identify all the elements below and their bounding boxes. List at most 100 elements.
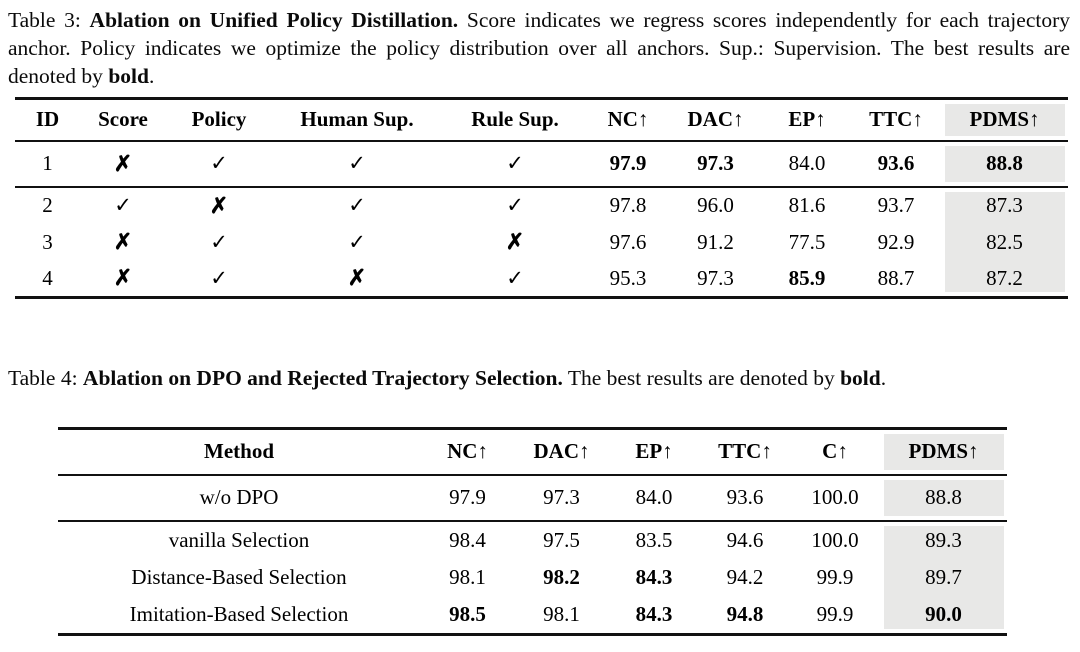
table4-caption-title: Ablation on DPO and Rejected Trajectory … [82,366,563,390]
table3-cell-pdms: 82.5 [941,223,1068,261]
table4-row: vanilla Selection 98.4 97.5 83.5 94.6 10… [58,520,1007,559]
table3-cell-ep: 84.0 [788,151,826,175]
cross-icon: ✗ [113,265,133,291]
check-icon: ✓ [506,265,524,290]
table4-row: w/o DPO 97.9 97.3 84.0 93.6 100.0 88.8 [58,474,1007,521]
table3-cell-dac: 91.2 [697,229,734,254]
table4-cell-pdms: 90.0 [880,596,1007,635]
table4-cell-dac: 97.3 [543,485,580,509]
table3-cell-nc: 95.3 [609,265,647,290]
table4-cell-method: vanilla Selection [168,527,310,552]
cross-icon: ✗ [347,265,367,291]
table3-caption-label: Table 3: [8,8,81,32]
table3-caption-body: Score indicates we regress scores indepe… [8,8,1071,88]
check-icon: ✓ [210,265,228,290]
table4-cell-method: Imitation-Based Selection [129,602,349,627]
table3: ID Score Policy Human Sup. Rule Sup. NC↑… [15,97,1068,299]
table3-cell-ttc: 88.7 [877,265,915,290]
table3-cell-ep: 85.9 [788,265,826,290]
table4-header-nc: NC↑ [447,439,488,464]
table4-header-method: Method [204,439,274,464]
table4-cell-pdms: 89.7 [880,558,1007,597]
table3-cell-ep: 81.6 [788,193,826,217]
table4-header-c: C↑ [822,439,848,464]
table4-cell-ttc: 94.8 [726,602,764,627]
table4-header-pdms: PDMS↑ [880,428,1007,475]
table3-header-id: ID [35,107,60,132]
table3-row: 4 ✗ ✓ ✗ ✓ 95.3 97.3 85.9 88.7 87.2 [15,260,1068,298]
check-icon: ✓ [348,229,366,254]
table4-cell-ttc: 94.6 [726,527,764,552]
table4-cell-ttc: 94.2 [726,565,764,589]
table4-row: Imitation-Based Selection 98.5 98.1 84.3… [58,596,1007,635]
table3-cell-pdms: 88.8 [941,140,1068,187]
cross-icon: ✗ [113,229,133,254]
table3-cell-id: 3 [42,229,53,254]
table4-cell-c: 99.9 [816,565,854,589]
cross-icon: ✗ [113,150,133,176]
table4-cell-ep: 84.3 [635,565,673,589]
check-icon: ✓ [348,193,366,217]
table3-cell-id: 2 [42,193,53,217]
table4-caption-bold-word: bold [840,366,881,390]
table3-header-ep: EP↑ [788,107,826,132]
table3-caption: Table 3: Ablation on Unified Policy Dist… [8,6,1070,90]
table3-row: 2 ✓ ✗ ✓ ✓ 97.8 96.0 81.6 93.7 87.3 [15,186,1068,224]
table3-cell-id: 1 [42,151,53,175]
table3-cell-ttc: 92.9 [877,229,915,254]
table4-cell-dac: 98.1 [543,602,580,627]
table4-cell-pdms: 89.3 [880,520,1007,559]
table3-caption-period: . [148,64,155,88]
check-icon: ✓ [210,151,228,175]
table3-cell-pdms: 87.3 [941,186,1068,224]
table3-row: 1 ✗ ✓ ✓ ✓ 97.9 97.3 84.0 93.6 88.8 [15,140,1068,187]
table4-cell-nc: 97.9 [449,485,486,509]
table3-cell-ep: 77.5 [788,229,826,254]
table4-cell-ep: 84.3 [635,602,673,627]
check-icon: ✓ [114,193,132,217]
table4-header-dac: DAC↑ [533,439,590,464]
table3-header-row: ID Score Policy Human Sup. Rule Sup. NC↑… [15,98,1068,141]
table4-caption: Table 4: Ablation on DPO and Rejected Tr… [8,364,1070,392]
table3-header-score: Score [98,107,148,132]
table3-cell-nc: 97.9 [609,151,647,175]
check-icon: ✓ [210,229,228,254]
table4-cell-ep: 84.0 [635,485,673,509]
table3-cell-ttc: 93.6 [877,151,915,175]
table4-cell-ttc: 93.6 [726,485,764,509]
table3-cell-dac: 97.3 [697,265,734,290]
table4-cell-nc: 98.1 [449,565,486,589]
table3-cell-nc: 97.6 [609,229,647,254]
table3-header-pdms: PDMS↑ [941,98,1068,141]
table4-cell-ep: 83.5 [635,527,673,552]
table4-cell-dac: 98.2 [543,565,580,589]
check-icon: ✓ [506,151,524,175]
cross-icon: ✗ [505,229,525,254]
table3-cell-dac: 96.0 [697,193,734,217]
check-icon: ✓ [506,193,524,217]
table4-cell-dac: 97.5 [543,527,580,552]
table4-caption-period: . [880,366,887,390]
table4-cell-method: w/o DPO [199,485,279,509]
table4-cell-nc: 98.5 [449,602,486,627]
table4-header-row: Method NC↑ DAC↑ EP↑ TTC↑ C↑ PDMS↑ [58,428,1007,475]
table3-header-ttc: TTC↑ [869,107,923,132]
table3-cell-id: 4 [42,265,53,290]
table3-header-dac: DAC↑ [687,107,744,132]
table3-cell-pdms: 87.2 [941,260,1068,298]
table4-caption-label: Table 4: [8,366,78,390]
table3-cell-nc: 97.8 [609,193,647,217]
table4-cell-method: Distance-Based Selection [131,565,347,589]
table4-header-ttc: TTC↑ [718,439,772,464]
table3-header-policy: Policy [191,107,247,132]
table3-header-nc: NC↑ [607,107,649,132]
table3-header-human-sup: Human Sup. [300,107,414,132]
table4: Method NC↑ DAC↑ EP↑ TTC↑ C↑ PDMS↑ w/o DP… [58,427,1007,636]
table3-cell-ttc: 93.7 [877,193,915,217]
table4-cell-c: 99.9 [816,602,854,627]
table4-cell-c: 100.0 [811,527,859,552]
table4-cell-nc: 98.4 [449,527,486,552]
table4-caption-body: The best results are denoted by [567,366,835,390]
cross-icon: ✗ [209,192,229,218]
